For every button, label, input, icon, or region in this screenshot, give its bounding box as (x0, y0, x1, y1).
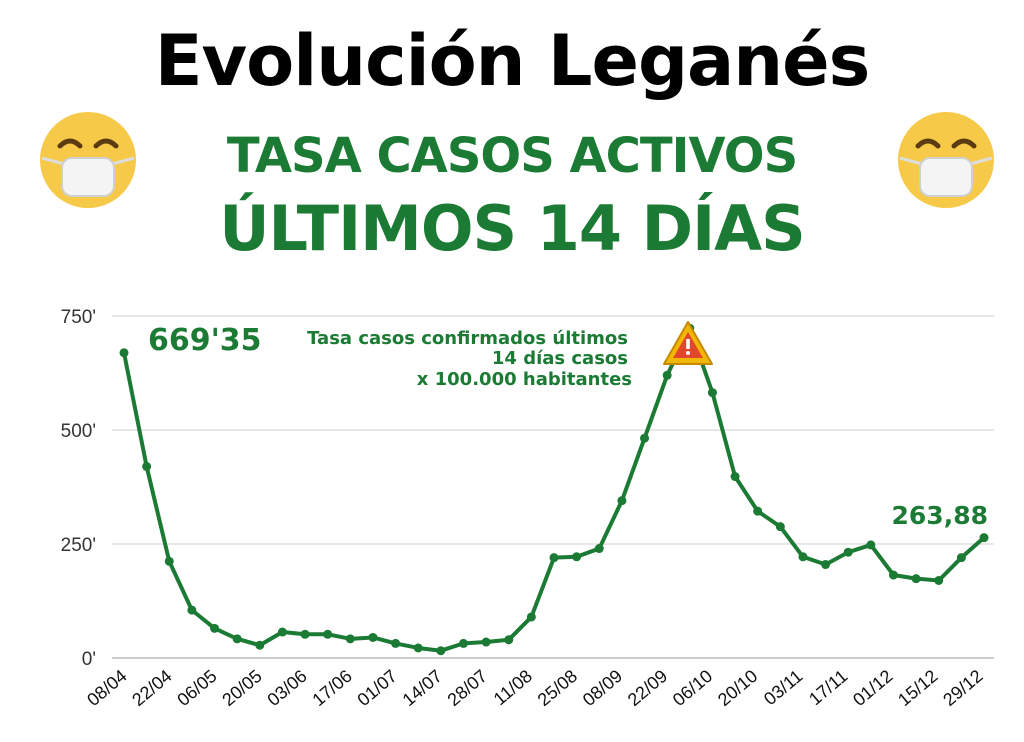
data-point (888, 570, 898, 580)
data-point (866, 540, 876, 550)
annotation-note-line-2: 14 días casos (492, 348, 628, 369)
data-point (662, 370, 672, 380)
data-point (277, 627, 287, 637)
annotation-note-line-1: Tasa casos confirmados últimos (307, 328, 628, 349)
data-point (119, 348, 129, 358)
data-point (753, 506, 763, 516)
data-point (730, 472, 740, 482)
x-tick-label: 15/12 (894, 666, 941, 710)
x-tick-label: 17/11 (805, 666, 851, 709)
data-point (979, 533, 989, 543)
x-tick-label: 03/11 (760, 666, 806, 709)
x-tick-label: 01/07 (354, 666, 401, 710)
data-point (911, 574, 921, 584)
x-tick-label: 22/09 (624, 666, 671, 710)
data-point (210, 623, 220, 633)
x-tick-label: 20/05 (218, 666, 265, 710)
x-tick-label: 06/05 (173, 666, 220, 710)
data-point (436, 646, 446, 656)
data-point (707, 388, 717, 398)
data-point (481, 637, 491, 647)
data-point (187, 605, 197, 615)
data-point (232, 634, 242, 644)
data-point (572, 552, 582, 562)
x-tick-label: 08/04 (83, 666, 130, 710)
annotation-start-value: 669'35 (148, 323, 262, 358)
data-point (549, 553, 559, 563)
face-with-mask-icon (40, 112, 136, 208)
x-tick-label: 01/12 (849, 666, 896, 710)
annotation-note-line-3: x 100.000 habitantes (417, 369, 632, 390)
y-tick-label: 750' (61, 307, 96, 328)
warning-triangle-icon (663, 321, 713, 365)
y-tick-label: 0' (82, 649, 96, 670)
data-point (323, 629, 333, 639)
data-point (413, 643, 423, 653)
line-chart: 0' 250' 500' 750' 08/0422/0406/0520/0503/06… (61, 307, 994, 710)
data-point (345, 634, 355, 644)
x-axis-ticks: 08/0422/0406/0520/0503/0617/0601/0714/07… (83, 666, 986, 710)
y-axis-ticks: 0' 250' 500' 750' (61, 307, 96, 670)
x-tick-label: 22/04 (128, 666, 175, 710)
x-tick-label: 08/09 (579, 666, 626, 710)
data-point (504, 635, 514, 645)
data-point (594, 544, 604, 554)
data-point (391, 638, 401, 648)
y-tick-label: 500' (61, 421, 96, 442)
subtitle-line-1: TASA CASOS ACTIVOS (226, 128, 798, 184)
x-tick-label: 25/08 (534, 666, 581, 710)
face-with-mask-icon (898, 112, 994, 208)
series-points (119, 323, 989, 656)
x-tick-label: 06/10 (669, 666, 716, 710)
x-tick-label: 17/06 (308, 666, 355, 710)
data-point (640, 433, 650, 443)
x-tick-label: 11/08 (490, 666, 536, 709)
data-point (368, 632, 378, 642)
x-tick-label: 20/10 (714, 666, 761, 710)
data-point (775, 522, 785, 532)
data-point (300, 629, 310, 639)
x-tick-label: 14/07 (399, 666, 446, 710)
grid-lines (112, 315, 994, 659)
x-tick-label: 03/06 (263, 666, 310, 710)
subtitle-line-2: ÚLTIMOS 14 DÍAS (219, 192, 806, 265)
y-tick-label: 250' (61, 535, 96, 556)
data-point (142, 461, 152, 471)
data-point (164, 556, 174, 566)
data-point (956, 553, 966, 563)
page-title: Evolución Leganés (154, 20, 871, 102)
data-point (934, 575, 944, 585)
data-point (798, 552, 808, 562)
data-point (821, 560, 831, 570)
data-point (526, 612, 536, 622)
data-point (843, 547, 853, 557)
data-point (458, 638, 468, 648)
x-tick-label: 29/12 (939, 666, 986, 710)
annotation-end-value: 263,88 (892, 501, 988, 530)
data-point (617, 496, 627, 506)
data-point (255, 640, 265, 650)
x-tick-label: 28/07 (444, 666, 491, 710)
